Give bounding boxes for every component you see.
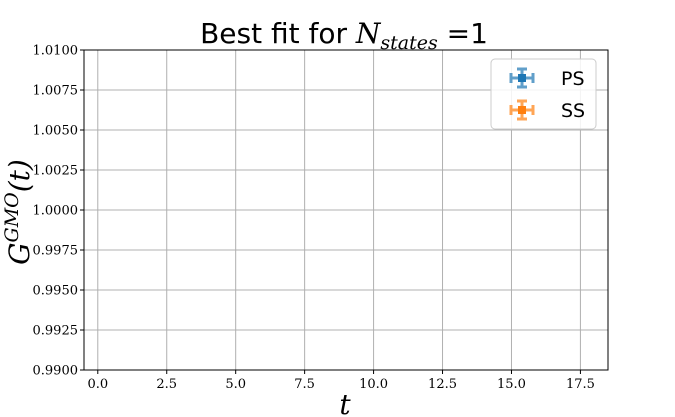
y-tick-label: 1.0075 (33, 84, 79, 99)
y-axis-label-main: G (3, 242, 36, 264)
y-axis-label: GGMO(t) (1, 159, 36, 265)
y-tick-label: 0.9975 (33, 244, 79, 259)
y-tick-label: 0.9900 (33, 364, 79, 379)
y-tick-label: 1.0050 (33, 124, 79, 139)
x-tick-label: 7.5 (294, 377, 315, 392)
x-tick-label: 15.0 (497, 377, 526, 392)
y-tick-label: 0.9950 (33, 284, 79, 299)
legend-entry-ss: SS (509, 99, 585, 122)
y-axis-label-sup: GMO (1, 192, 23, 243)
ticks: 0.0 2.5 5.0 7.5 10.0 12.5 15.0 17.5 0.9900 0.9925… (33, 44, 595, 393)
chart-title: Best fit for Nstates =1 (200, 17, 488, 54)
x-tick-label: 17.5 (566, 377, 595, 392)
y-tick-label: 1.0000 (33, 204, 79, 219)
legend-label: PS (561, 68, 585, 90)
plot-frame (83, 49, 609, 371)
title-math-sub: states (380, 32, 438, 54)
x-tick-label: 5.0 (225, 377, 246, 392)
y-tick-label: 0.9925 (33, 324, 79, 339)
x-tick-label: 12.5 (428, 377, 457, 392)
legend: PS SS (490, 58, 597, 130)
title-suffix: =1 (438, 17, 488, 50)
legend-marker-square (518, 106, 526, 114)
title-prefix: Best fit for (200, 17, 356, 50)
legend-entry-ps: PS (509, 67, 585, 90)
x-tick-label: 0.0 (87, 377, 108, 392)
y-tick-label: 1.0100 (33, 44, 79, 59)
x-tick-label: 2.5 (156, 377, 177, 392)
x-axis-label: t (339, 388, 351, 417)
legend-label: SS (561, 100, 585, 122)
y-axis-label-arg: (t) (3, 159, 36, 192)
title-math-n: N (355, 17, 382, 50)
y-tick-label: 1.0025 (33, 164, 79, 179)
legend-marker-square (518, 74, 526, 82)
x-tick-label: 10.0 (359, 377, 388, 392)
